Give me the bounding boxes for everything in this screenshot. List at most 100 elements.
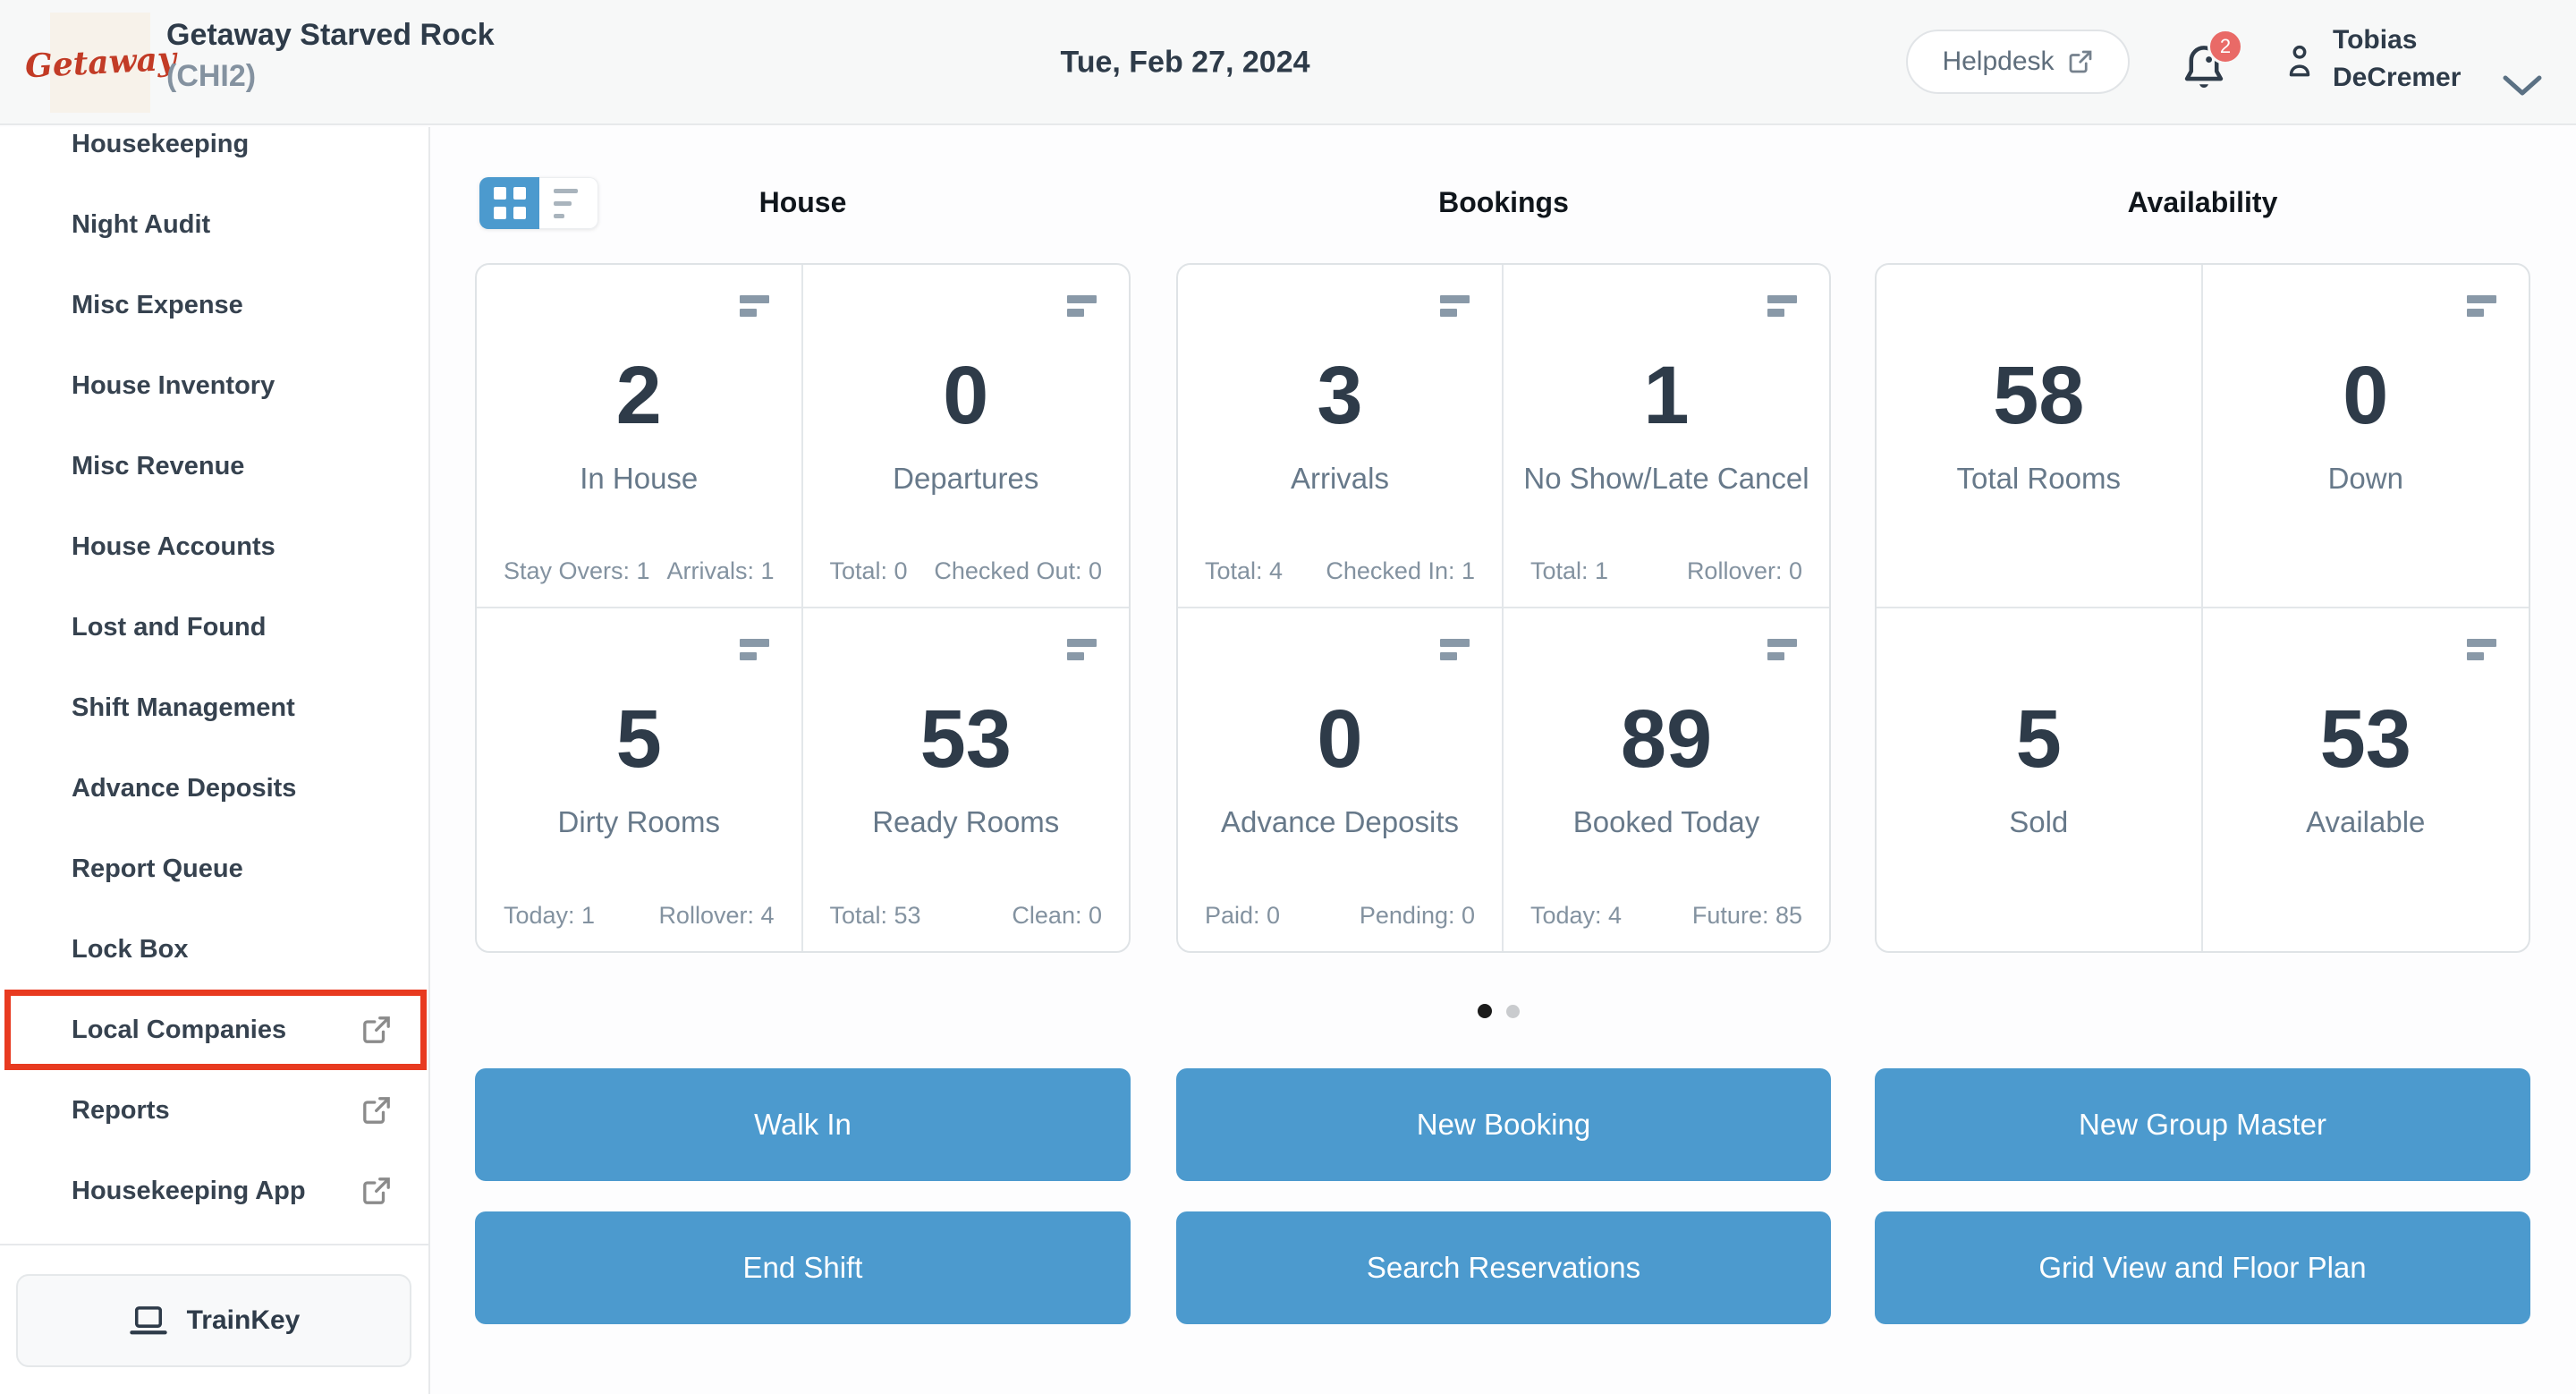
new-group-master-button[interactable]: New Group Master <box>1875 1068 2530 1181</box>
house-card-group: 2 In House Stay Overs: 1 Arrivals: 1 0 D… <box>475 263 1131 953</box>
sidebar-item-lost-and-found[interactable]: Lost and Found <box>0 587 428 667</box>
card-menu-icon[interactable] <box>1067 638 1097 660</box>
stat-footer-left: Total: 4 <box>1205 557 1284 584</box>
sidebar-item-misc-revenue[interactable]: Misc Revenue <box>0 426 428 506</box>
stat-footer-left: Total: 0 <box>829 557 908 584</box>
stat-card-arrivals[interactable]: 3 Arrivals Total: 4 Checked In: 1 <box>1178 265 1504 608</box>
sidebar-item-night-audit[interactable]: Night Audit <box>0 184 428 265</box>
search-reservations-button[interactable]: Search Reservations <box>1176 1211 1831 1324</box>
sidebar-item-reports[interactable]: Reports <box>0 1070 428 1151</box>
stat-value: 53 <box>2319 693 2411 785</box>
card-menu-icon[interactable] <box>739 295 769 317</box>
stat-card-advance-deposits[interactable]: 0 Advance Deposits Paid: 0 Pending: 0 <box>1178 608 1504 951</box>
stat-card-booked-today[interactable]: 89 Booked Today Today: 4 Future: 85 <box>1504 608 1829 952</box>
user-menu[interactable]: Tobias DeCremer <box>2283 21 2461 97</box>
stat-footer-right: Rollover: 4 <box>658 902 775 929</box>
trainkey-label: TrainKey <box>186 1305 301 1335</box>
chevron-down-icon[interactable] <box>2501 73 2544 98</box>
stat-label: Arrivals <box>1290 462 1389 495</box>
sidebar-item-label: Misc Expense <box>72 290 243 319</box>
stat-footer-right: Clean: 0 <box>1012 902 1102 929</box>
user-name: Tobias DeCremer <box>2333 21 2461 97</box>
business-date: Tue, Feb 27, 2024 <box>1060 45 1310 80</box>
helpdesk-label: Helpdesk <box>1942 47 2055 76</box>
sidebar-item-misc-expense[interactable]: Misc Expense <box>0 265 428 345</box>
sidebar-item-label: Lock Box <box>72 934 189 964</box>
stat-card-available[interactable]: 53 Available <box>2203 608 2529 952</box>
walk-in-button[interactable]: Walk In <box>475 1068 1131 1181</box>
sidebar-item-label: Lost and Found <box>72 612 267 642</box>
stat-card-no-show-late-cancel[interactable]: 1 No Show/Late Cancel Total: 1 Rollover:… <box>1504 265 1829 608</box>
card-menu-icon[interactable] <box>2467 295 2496 317</box>
pagination-dot-active[interactable] <box>1478 1004 1492 1018</box>
app-header: Getaway Getaway Starved Rock (CHI2) Tue,… <box>0 0 2576 125</box>
sidebar-item-local-companies[interactable]: Local Companies <box>0 990 428 1070</box>
sidebar-item-label: Shift Management <box>72 693 295 722</box>
property-title: Getaway Starved Rock (CHI2) <box>166 14 495 97</box>
card-menu-icon[interactable] <box>1767 295 1797 317</box>
card-menu-icon[interactable] <box>1067 295 1097 317</box>
card-menu-icon[interactable] <box>2467 638 2496 660</box>
list-view-button[interactable] <box>539 177 598 229</box>
sidebar-item-lock-box[interactable]: Lock Box <box>0 909 428 990</box>
stat-label: Departures <box>893 462 1039 495</box>
stat-value: 2 <box>615 350 662 441</box>
property-code: (CHI2) <box>166 59 257 93</box>
stat-card-sold[interactable]: 5 Sold <box>1877 608 2203 951</box>
external-link-icon <box>360 1175 393 1207</box>
stat-label: Sold <box>2009 804 2069 838</box>
stat-footer-left: Paid: 0 <box>1205 902 1281 929</box>
stat-label: Dirty Rooms <box>557 804 721 838</box>
end-shift-button[interactable]: End Shift <box>475 1211 1131 1324</box>
stat-footer-right: Pending: 0 <box>1359 902 1475 929</box>
stat-value: 58 <box>1993 350 2085 441</box>
helpdesk-button[interactable]: Helpdesk <box>1906 30 2130 94</box>
card-menu-icon[interactable] <box>1440 638 1470 660</box>
sidebar-item-label: Reports <box>72 1095 170 1125</box>
external-link-icon <box>360 1014 393 1046</box>
trainkey-button[interactable]: TrainKey <box>16 1274 411 1367</box>
sidebar-item-house-inventory[interactable]: House Inventory <box>0 345 428 426</box>
external-link-icon <box>360 1094 393 1126</box>
sidebar-item-shift-management[interactable]: Shift Management <box>0 667 428 748</box>
brand-logo-text: Getaway <box>23 39 177 86</box>
stat-card-ready-rooms[interactable]: 53 Ready Rooms Total: 53 Clean: 0 <box>803 608 1130 952</box>
stat-footer-left: Today: 1 <box>504 902 596 929</box>
stat-footer-left: Stay Overs: 1 <box>504 557 650 584</box>
grid-icon <box>493 187 526 219</box>
stat-card-dirty-rooms[interactable]: 5 Dirty Rooms Today: 1 Rollover: 4 <box>477 608 803 951</box>
sidebar-item-label: House Accounts <box>72 531 275 561</box>
stat-card-down[interactable]: 0 Down <box>2202 265 2529 608</box>
section-title-bookings: Bookings <box>1438 186 1569 218</box>
sidebar-item-report-queue[interactable]: Report Queue <box>0 829 428 909</box>
new-booking-button[interactable]: New Booking <box>1176 1068 1831 1181</box>
stat-label: Total Rooms <box>1956 462 2121 495</box>
stat-footer-right: Checked In: 1 <box>1326 557 1475 584</box>
stat-value: 1 <box>1643 350 1690 441</box>
sidebar-item-label: Housekeeping <box>72 129 250 158</box>
stat-card-departures[interactable]: 0 Departures Total: 0 Checked Out: 0 <box>802 265 1129 608</box>
stat-footer-right: Rollover: 0 <box>1686 557 1802 584</box>
sidebar-footer: TrainKey <box>0 1244 430 1394</box>
sidebar-item-house-accounts[interactable]: House Accounts <box>0 506 428 587</box>
card-menu-icon[interactable] <box>739 638 769 660</box>
notifications-button[interactable]: 2 <box>2181 29 2243 97</box>
sidebar-item-housekeeping-app[interactable]: Housekeeping App <box>0 1151 428 1231</box>
stat-card-in-house[interactable]: 2 In House Stay Overs: 1 Arrivals: 1 <box>477 265 803 608</box>
user-name-line1: Tobias <box>2333 25 2418 55</box>
pagination-dot[interactable] <box>1506 1004 1520 1018</box>
stat-label: Advance Deposits <box>1221 804 1459 838</box>
sidebar-item-label: Housekeeping App <box>72 1176 306 1205</box>
card-menu-icon[interactable] <box>1767 638 1797 660</box>
availability-card-group: 58 Total Rooms 0 Down 5 Sold 53 Availabl… <box>1875 263 2530 953</box>
stat-value: 5 <box>615 693 662 785</box>
card-menu-icon[interactable] <box>1440 295 1470 317</box>
grid-view-floor-plan-button[interactable]: Grid View and Floor Plan <box>1875 1211 2530 1324</box>
sidebar-item-advance-deposits[interactable]: Advance Deposits <box>0 748 428 829</box>
stat-card-total-rooms[interactable]: 58 Total Rooms <box>1877 265 2203 608</box>
grid-view-button[interactable] <box>479 177 539 229</box>
stat-label: No Show/Late Cancel <box>1523 462 1809 495</box>
stat-footer-left: Total: 1 <box>1530 557 1609 584</box>
list-icon <box>554 188 578 193</box>
sidebar-item-housekeeping[interactable]: Housekeeping <box>0 104 428 184</box>
